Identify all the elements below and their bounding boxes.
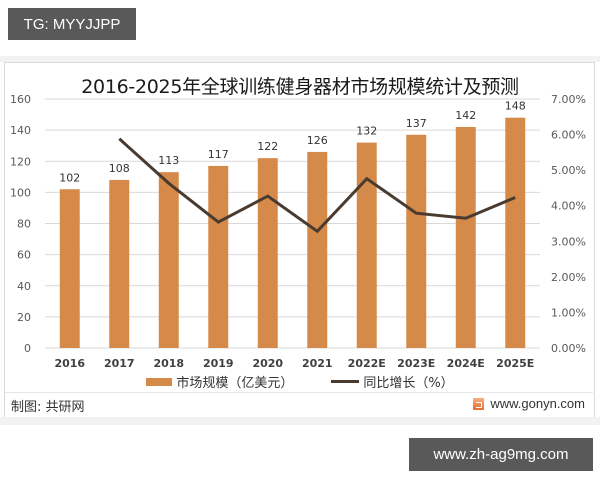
y-axis-tick-label: 60 <box>17 249 31 262</box>
x-axis-tick-label: 2019 <box>203 357 234 370</box>
bar-2022E <box>356 142 377 348</box>
bar-data-label: 122 <box>257 140 278 153</box>
x-axis-tick-label: 2024E <box>447 357 485 370</box>
y-axis-tick-label: 120 <box>10 155 31 168</box>
y2-axis-tick-label: 0.00% <box>551 342 586 355</box>
y2-axis-tick-label: 5.00% <box>551 164 586 177</box>
telegram-handle-badge: TG: MYYJJPP <box>8 8 136 40</box>
line-swatch-icon <box>331 380 360 383</box>
bottom-band <box>0 417 600 425</box>
legend-item-yoy-growth: 同比增长（%） <box>331 372 454 391</box>
bar-data-label: 117 <box>208 148 229 161</box>
growth-line <box>118 137 516 234</box>
y-axis-tick-label: 160 <box>10 93 31 106</box>
bar-2018 <box>158 172 179 348</box>
y2-axis-tick-label: 1.00% <box>551 306 586 319</box>
chart-title: 2016-2025年全球训练健身器材市场规模统计及预测 <box>81 76 519 98</box>
y-axis-tick-label: 100 <box>10 186 31 199</box>
legend-label: 同比增长（%） <box>363 376 454 391</box>
x-axis-tick-label: 2022E <box>348 357 386 370</box>
bar-2021 <box>307 151 328 348</box>
legend-label: 市场规模（亿美元） <box>176 376 294 391</box>
bar-2020 <box>257 158 278 348</box>
gonyn-logo-icon <box>473 397 485 410</box>
bar-data-label: 108 <box>109 162 130 175</box>
y-axis-tick-label: 0 <box>24 342 31 355</box>
source-site-url: www.gonyn.com <box>490 396 585 411</box>
y-axis-tick-label: 140 <box>10 124 31 137</box>
x-axis-tick-label: 2016 <box>54 357 85 370</box>
top-band <box>0 56 600 62</box>
bar-2017 <box>109 179 130 348</box>
x-axis-tick-label: 2023E <box>397 357 435 370</box>
chart-credit: 制图: 共研网 <box>11 400 85 415</box>
x-axis-tick-label: 2021 <box>302 357 333 370</box>
bar-data-label: 142 <box>455 109 476 122</box>
bar-data-label: 113 <box>158 154 179 167</box>
chart-frame <box>4 62 595 418</box>
legend-item-market-size: 市场规模（亿美元） <box>146 372 293 391</box>
website-url-badge: www.zh-ag9mg.com <box>409 438 593 471</box>
y2-axis-tick-label: 2.00% <box>551 271 586 284</box>
bar-data-label: 137 <box>406 117 427 130</box>
x-axis-tick-label: 2018 <box>153 357 184 370</box>
bar-data-label: 148 <box>505 100 526 113</box>
y2-axis-tick-label: 6.00% <box>551 129 586 142</box>
bar-2016 <box>59 189 80 348</box>
y-axis-tick-label: 20 <box>17 311 31 324</box>
bar-2024E <box>455 127 476 348</box>
y2-axis-tick-label: 4.00% <box>551 200 586 213</box>
y2-axis-tick-label: 7.00% <box>551 93 586 106</box>
bar-2023E <box>406 134 427 348</box>
y2-axis-tick-label: 3.00% <box>551 235 586 248</box>
bar-data-label: 102 <box>59 171 80 184</box>
bar-swatch-icon <box>146 377 173 386</box>
x-axis-tick-label: 2020 <box>252 357 283 370</box>
y-axis-tick-label: 80 <box>17 218 31 231</box>
bar-data-label: 126 <box>307 134 328 147</box>
bar-2025E <box>505 117 526 348</box>
footer-divider <box>5 392 593 393</box>
x-axis-tick-label: 2017 <box>104 357 135 370</box>
y-axis-tick-label: 40 <box>17 280 31 293</box>
chart-legend: 市场规模（亿美元） 同比增长（%） <box>0 372 600 391</box>
bar-data-label: 132 <box>356 125 377 138</box>
bar-2019 <box>208 165 229 348</box>
x-axis-tick-label: 2025E <box>496 357 534 370</box>
source-site: www.gonyn.com <box>473 396 585 411</box>
